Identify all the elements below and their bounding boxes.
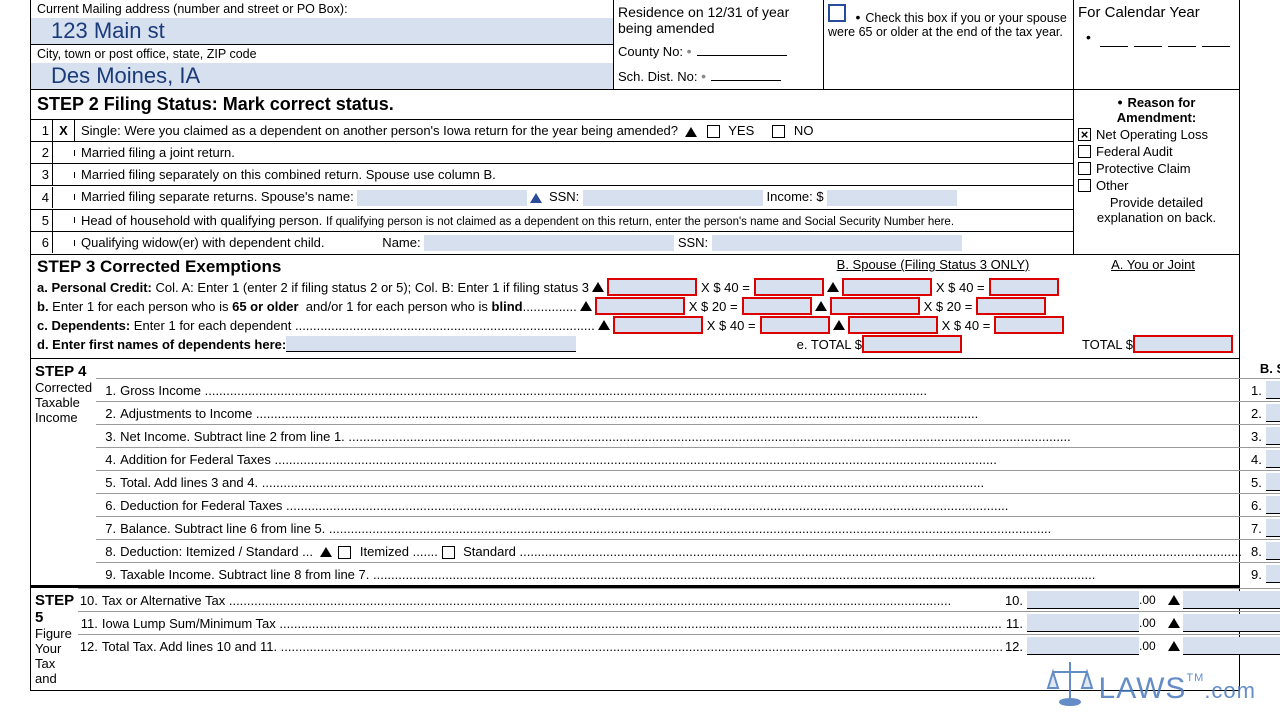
filing-status-1[interactable]: Single: Were you claimed as a dependent … [75,120,1073,141]
filing-status-2[interactable]: Married filing a joint return. [75,142,1073,163]
age-checkbox[interactable] [828,4,846,22]
city-label: City, town or post office, state, ZIP co… [31,44,613,63]
step4-title: STEP 4 [35,363,92,380]
line-1-desc: Gross Income ...........................… [120,383,1242,398]
line-11-desc: Iowa Lump Sum/Minimum Tax ..............… [102,616,1003,631]
step2-title: STEP 2 Filing Status: Mark correct statu… [31,90,1073,120]
step5-sub: Figure Your Tax and [35,626,74,686]
line-8-desc: Deduction: Itemized / Standard ... Itemi… [120,544,1242,559]
step3-colB: B. Spouse (Filing Status 3 ONLY) [793,257,1073,277]
reason-chk-1[interactable] [1078,145,1091,158]
dependents-names[interactable] [286,336,576,352]
filing-status-3[interactable]: Married filing separately on this combin… [75,164,1073,185]
line-10-desc: Tax or Alternative Tax .................… [102,593,1003,608]
filing-status-5[interactable]: Head of household with qualifying person… [75,210,1073,231]
step3-title: STEP 3 Corrected Exemptions [37,257,281,277]
reason-header: Reason for Amendment: [1078,94,1235,125]
age-text: Check this box if you or your spouse wer… [828,11,1067,39]
county-field[interactable] [697,40,787,56]
schdist-field[interactable] [711,65,781,81]
mailing-label: Current Mailing address (number and stre… [31,0,613,18]
line-5-desc: Total. Add lines 3 and 4. ..............… [120,475,1242,490]
line-3-desc: Net Income. Subtract line 2 from line 1.… [120,429,1242,444]
city-value[interactable]: Des Moines, IA [31,63,613,89]
reason-chk-0[interactable] [1078,128,1091,141]
line-6-desc: Deduction for Federal Taxes ............… [120,498,1242,513]
schdist-label: Sch. Dist. No: [618,69,697,84]
watermark-logo: LAWSTM.com [1045,660,1256,706]
reason-chk-2[interactable] [1078,162,1091,175]
mailing-value[interactable]: 123 Main st [31,18,613,44]
line-2-desc: Adjustments to Income ..................… [120,406,1242,421]
reason-note: Provide detailed explanation on back. [1078,195,1235,225]
filing-status-6[interactable]: Qualifying widow(er) with dependent chil… [75,232,1073,255]
step5-title: STEP 5 [35,592,74,626]
calyear-label: For Calendar Year [1078,4,1235,21]
step3-colA: A. You or Joint [1073,257,1233,277]
line-7-desc: Balance. Subtract line 6 from line 5. ..… [120,521,1242,536]
line-12-desc: Total Tax. Add lines 10 and 11. ........… [102,639,1003,654]
residence-label: Residence on 12/31 of year being amended [618,4,819,36]
reason-box: Reason for Amendment: Net Operating Loss… [1074,90,1240,255]
line-4-desc: Addition for Federal Taxes .............… [120,452,1242,467]
line-9-desc: Taxable Income. Subtract line 8 from lin… [120,567,1242,582]
county-label: County No: [618,44,683,59]
filing-status-4[interactable]: Married filing separate returns. Spouse'… [75,186,1073,209]
step4-sub: Corrected Taxable Income [35,380,92,425]
reason-chk-3[interactable] [1078,179,1091,192]
